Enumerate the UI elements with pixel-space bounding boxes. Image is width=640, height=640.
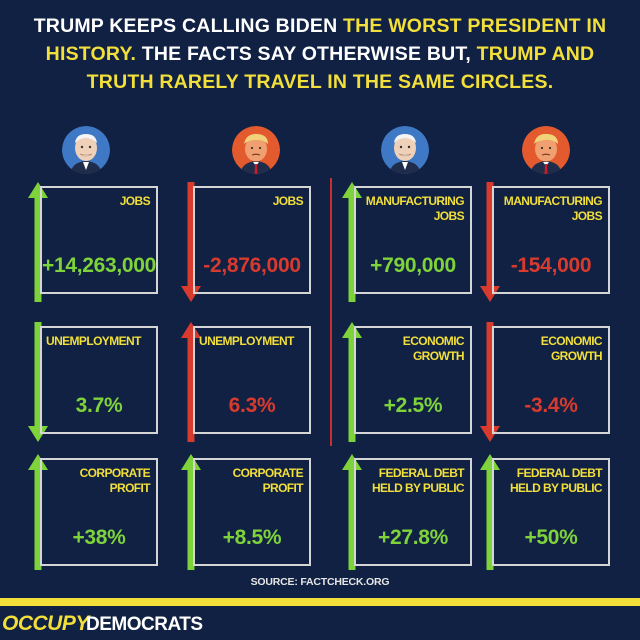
headline: TRUMP KEEPS CALLING BIDEN THE WORST PRES… <box>20 12 620 96</box>
stat-label: UNEMPLOYMENT <box>199 334 294 348</box>
biden-portrait-icon <box>62 126 110 174</box>
stat-label: UNEMPLOYMENT <box>46 334 141 348</box>
stat-card: CORPORATE PROFIT +38% <box>40 458 158 566</box>
stat-value: +14,263,000 <box>42 254 157 277</box>
stat-label: CORPORATE PROFIT <box>232 466 304 495</box>
trump-portrait-icon <box>232 126 280 174</box>
trump-portrait-icon <box>522 126 570 174</box>
arrow-down-icon <box>480 182 500 302</box>
stat-value: +38% <box>72 526 126 549</box>
stat-label: CORPORATE PROFIT <box>79 466 151 495</box>
stat-value: 3.7% <box>75 394 123 417</box>
headline-part-4: TRUMP AND TRUTH RARELY TRAVEL IN THE SAM… <box>86 43 595 93</box>
stat-card: FEDERAL DEBT HELD BY PUBLIC +27.8% <box>354 458 472 566</box>
stat-value: 6.3% <box>228 394 276 417</box>
headline-part-3: THE FACTS SAY OTHERWISE BUT, <box>141 43 471 65</box>
footer-stripe <box>0 598 640 606</box>
arrow-down-icon <box>28 322 48 442</box>
biden-portrait-icon <box>381 126 429 174</box>
stat-label: JOBS <box>119 194 151 208</box>
stat-card: UNEMPLOYMENT 6.3% <box>193 326 311 434</box>
stat-card: JOBS -2,876,000 <box>193 186 311 294</box>
stat-value: +2.5% <box>383 394 443 417</box>
stat-value: -154,000 <box>510 254 592 277</box>
arrow-up-icon <box>342 454 362 570</box>
arrow-up-icon <box>480 454 500 570</box>
stat-card: CORPORATE PROFIT +8.5% <box>193 458 311 566</box>
brand-logo-democrats: DEMOCRATS <box>86 614 203 635</box>
stat-value: -3.4% <box>524 394 578 417</box>
stat-label: MANUFACTURING JOBS <box>503 194 603 223</box>
source-credit: SOURCE: FACTCHECK.ORG <box>250 576 390 588</box>
arrow-down-icon <box>480 322 500 442</box>
stat-card: UNEMPLOYMENT 3.7% <box>40 326 158 434</box>
arrow-down-icon <box>181 182 201 302</box>
arrow-up-icon <box>181 322 201 442</box>
arrow-up-icon <box>342 182 362 302</box>
stat-label: ECONOMIC GROWTH <box>402 334 465 363</box>
arrow-up-icon <box>181 454 201 570</box>
stat-label: ECONOMIC GROWTH <box>540 334 603 363</box>
stat-card: FEDERAL DEBT HELD BY PUBLIC +50% <box>492 458 610 566</box>
stat-value: +50% <box>524 526 578 549</box>
stat-card: ECONOMIC GROWTH -3.4% <box>492 326 610 434</box>
stat-label: JOBS <box>272 194 304 208</box>
arrow-up-icon <box>28 182 48 302</box>
headline-part-2: THE WORST PRESIDENT IN HISTORY. <box>45 15 607 65</box>
stat-value: +27.8% <box>377 526 448 549</box>
arrow-up-icon <box>342 322 362 442</box>
stat-value: +790,000 <box>370 254 456 277</box>
headline-part-1: TRUMP KEEPS CALLING BIDEN <box>33 15 338 37</box>
footer-bar <box>0 606 640 640</box>
arrow-up-icon <box>28 454 48 570</box>
stat-label: MANUFACTURING JOBS <box>365 194 465 223</box>
stat-label: FEDERAL DEBT HELD BY PUBLIC <box>371 466 465 495</box>
stat-value: +8.5% <box>222 526 282 549</box>
center-divider <box>330 178 332 446</box>
stat-card: MANUFACTURING JOBS +790,000 <box>354 186 472 294</box>
stat-card: MANUFACTURING JOBS -154,000 <box>492 186 610 294</box>
brand-logo-occupy: OCCUPY <box>2 612 89 635</box>
stat-value: -2,876,000 <box>203 254 301 277</box>
stat-card: ECONOMIC GROWTH +2.5% <box>354 326 472 434</box>
stat-card: JOBS +14,263,000 <box>40 186 158 294</box>
stat-label: FEDERAL DEBT HELD BY PUBLIC <box>509 466 603 495</box>
